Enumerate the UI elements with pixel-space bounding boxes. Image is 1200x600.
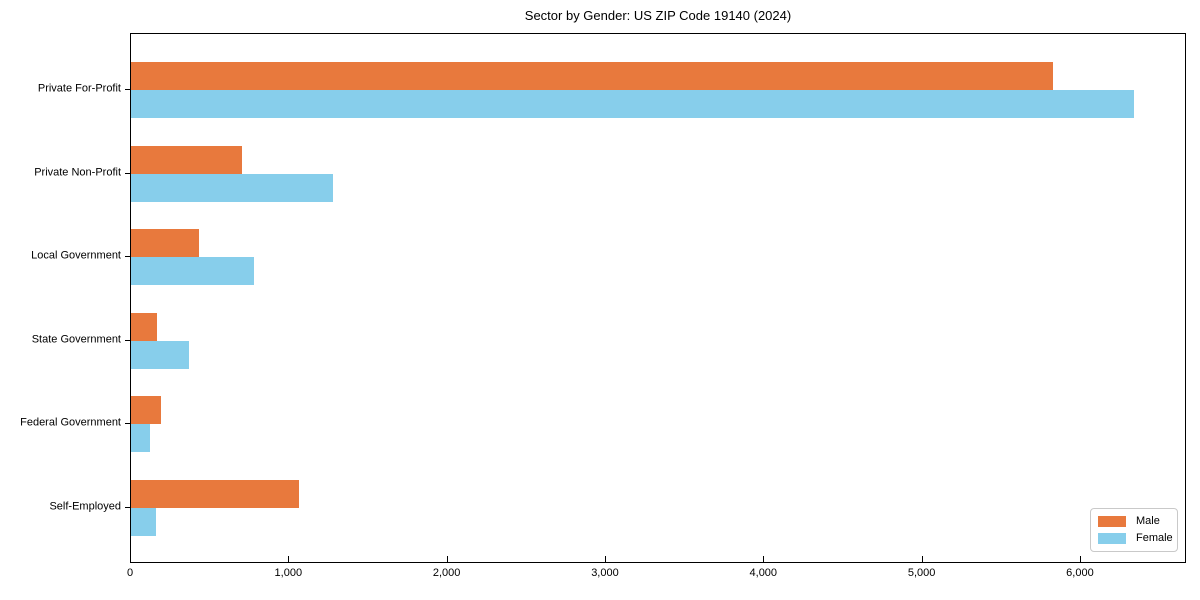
y-axis-tick: [125, 423, 130, 424]
x-axis-tick: [763, 556, 765, 562]
bar-group-private-for-profit: [131, 62, 1185, 118]
bar-female-private-for-profit: [131, 90, 1134, 118]
y-axis-label-state-government: State Government: [31, 333, 121, 345]
y-axis-tick: [125, 339, 130, 341]
x-axis-tick-label: 6,000: [1066, 567, 1094, 579]
y-axis-label-local-government: Local Government: [31, 249, 121, 262]
bar-male-private-for-profit: [131, 62, 1054, 90]
y-axis-tick: [125, 256, 130, 257]
legend-entry-male: Male: [1098, 515, 1169, 528]
bar-male-local-government: [131, 229, 199, 257]
bar-group-private-non-profit: [131, 145, 1185, 202]
legend-swatch-female: [1098, 533, 1126, 544]
x-axis-tick-label: 3,000: [591, 567, 619, 579]
x-axis-tick-label: 1,000: [274, 567, 303, 579]
y-axis-tick: [125, 172, 130, 174]
y-axis-label-self-employed: Self-Employed: [49, 500, 121, 512]
y-axis-label-federal-government: Federal Government: [20, 416, 121, 429]
x-axis-tick: [446, 556, 448, 562]
x-axis-tick-label: 0: [126, 567, 134, 579]
bar-female-federal-government: [131, 424, 150, 452]
x-axis-tick: [1079, 556, 1081, 562]
plot-area: [130, 33, 1186, 563]
legend-label-female: Female: [1136, 532, 1173, 544]
legend-entry-female: Female: [1098, 532, 1173, 545]
y-axis-tick: [125, 89, 130, 90]
y-axis-label-private-for-profit: Private For-Profit: [37, 82, 121, 95]
x-axis-tick: [921, 556, 923, 562]
x-axis-tick-label: 2,000: [432, 567, 461, 579]
x-axis-tick: [604, 556, 606, 562]
bar-group-state-government: [131, 312, 1185, 369]
bar-group-federal-government: [131, 396, 1185, 452]
x-axis-tick: [288, 556, 290, 562]
legend-swatch-male: [1098, 516, 1126, 527]
legend-label-male: Male: [1136, 515, 1160, 527]
chart-title: Sector by Gender: US ZIP Code 19140 (202…: [524, 8, 792, 23]
y-axis-tick: [125, 506, 130, 508]
x-axis-tick: [130, 556, 131, 562]
bar-female-local-government: [131, 257, 255, 285]
bar-male-state-government: [131, 312, 158, 341]
bar-female-state-government: [131, 340, 189, 369]
bar-male-federal-government: [131, 396, 162, 424]
bar-male-self-employed: [131, 479, 300, 508]
bar-group-self-employed: [131, 479, 1185, 536]
bar-group-local-government: [131, 229, 1185, 285]
bar-male-private-non-profit: [131, 145, 242, 174]
x-axis-tick-label: 5,000: [907, 567, 936, 579]
legend: Male Female: [1090, 508, 1178, 552]
x-axis-tick-label: 4,000: [749, 567, 778, 579]
bar-female-self-employed: [131, 507, 157, 536]
y-axis-label-private-non-profit: Private Non-Profit: [34, 166, 121, 178]
bar-female-private-non-profit: [131, 173, 334, 202]
